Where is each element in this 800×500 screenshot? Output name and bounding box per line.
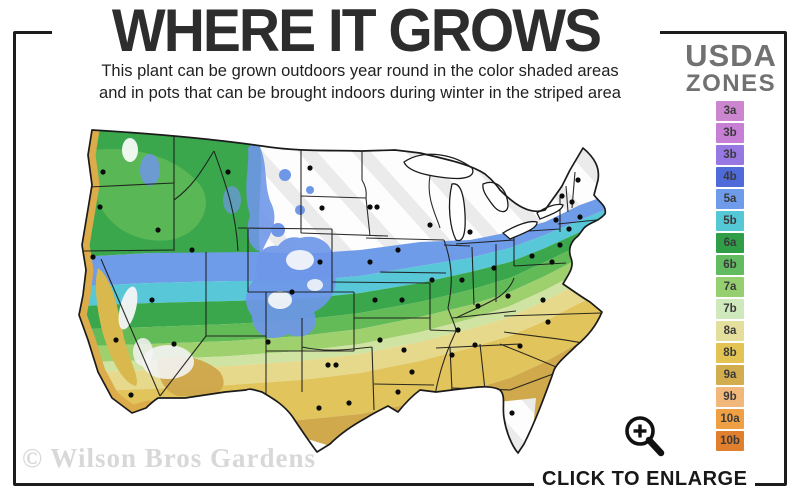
subtitle: This plant can be grown outdoors year ro…: [40, 61, 680, 105]
city-dots: [90, 165, 583, 416]
subtitle-line2: and in pots that can be brought indoors …: [99, 83, 621, 102]
us-outline: [78, 129, 607, 454]
zone-chip-9a-12: 9a: [716, 365, 744, 385]
subtitle-line1: This plant can be grown outdoors year ro…: [101, 62, 619, 80]
zone-chip-5b-5: 5b: [716, 211, 744, 231]
zone-chip-5a-4: 5a: [716, 189, 744, 209]
usda-zones-heading: USDA ZONES: [672, 40, 790, 96]
zone-chip-3b-2: 3b: [716, 145, 744, 165]
zone-chip-3a-0: 3a: [716, 101, 744, 121]
zone-chip-8b-11: 8b: [716, 343, 744, 363]
usda-label: USDA: [685, 38, 777, 73]
great-lakes: [403, 153, 564, 242]
zone-chip-8a-10: 8a: [716, 321, 744, 341]
zone-chip-6b-7: 6b: [716, 255, 744, 275]
click-to-enlarge-button[interactable]: CLICK TO ENLARGE: [534, 466, 756, 492]
zone-legend: 3a 3b 3b 4b 5a 5b 6a 6b 7a 7b 8a 8b 9a 9b 10a 10b: [716, 101, 746, 453]
page-title: WHERE IT GROWS: [52, 0, 660, 64]
zone-chip-10a-14: 10a: [716, 409, 744, 429]
zones-label: ZONES: [685, 70, 777, 97]
copyright-watermark: © Wilson Bros Gardens: [22, 443, 316, 473]
zone-chip-6a-6: 6a: [716, 233, 744, 253]
magnifier-plus-icon[interactable]: [620, 413, 668, 461]
zone-chip-3b-1: 3b: [716, 123, 744, 143]
zone-chip-7a-8: 7a: [716, 277, 744, 297]
zone-chip-4b-3: 4b: [716, 167, 744, 187]
zone-chip-9b-13: 9b: [716, 387, 744, 407]
zone-chip-7b-9: 7b: [716, 299, 744, 319]
zone-chip-10b-15: 10b: [716, 431, 744, 451]
state-borders: [83, 133, 602, 411]
